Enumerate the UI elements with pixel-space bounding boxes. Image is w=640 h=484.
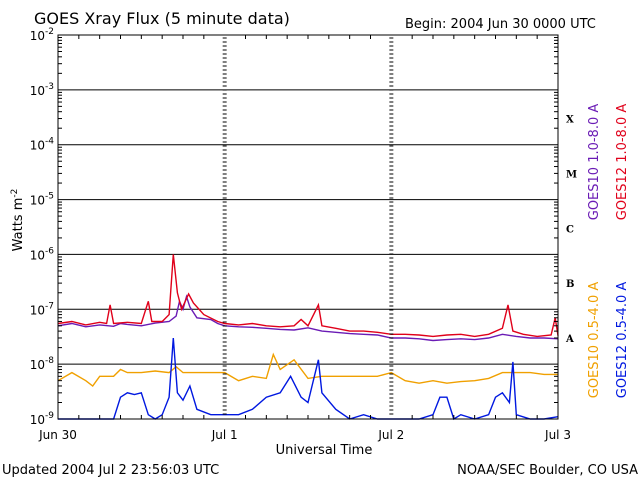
y-tick-label: 10-5 (30, 192, 54, 208)
flare-class-labels: X M C B A (565, 115, 577, 345)
chart-title: GOES Xray Flux (5 minute data) (34, 9, 290, 28)
y-tick-base: 10 (30, 303, 45, 317)
series-line-4 (58, 337, 559, 421)
y-tick-label: 10-4 (30, 137, 55, 153)
y-tick-exponent: -5 (45, 192, 54, 202)
y-axis-label-exponent: -2 (10, 189, 20, 198)
y-tick-exponent: -4 (45, 137, 54, 147)
y-tick-base: 10 (30, 248, 45, 262)
credit-label: NOAA/SEC Boulder, CO USA (457, 463, 638, 478)
y-tick-exponent: -6 (45, 246, 54, 256)
series-line-2 (57, 254, 559, 338)
y-tick-base: 10 (30, 194, 45, 208)
y-tick-base: 10 (30, 84, 45, 98)
y-tick-base: 10 (30, 358, 45, 372)
y-tick-base: 10 (30, 413, 45, 427)
legend-entry-3: GOES10 0.5-4.0 A (587, 282, 602, 399)
x-axis-label: Universal Time (276, 443, 373, 458)
x-tick-label: Jul 1 (211, 428, 238, 442)
flare-class-a: A (565, 334, 574, 345)
y-tick-label: 10-3 (30, 82, 54, 98)
legend-entry-4: GOES12 0.5-4.0 A (615, 282, 630, 399)
x-tick-label: Jun 30 (38, 428, 77, 442)
legend: GOES10 1.0-8.0 A GOES12 1.0-8.0 A GOES10 0… (587, 104, 630, 399)
y-tick-base: 10 (30, 29, 45, 43)
series-line-3 (57, 352, 558, 387)
y-tick-exponent: -8 (45, 356, 54, 366)
begin-time-label: Begin: 2004 Jun 30 0000 UTC (405, 17, 596, 32)
y-tick-exponent: -3 (45, 82, 54, 92)
y-tick-label: 10-2 (30, 27, 54, 43)
x-axis-ticks: Jun 30 Jul 1 Jul 2 Jul 3 (38, 35, 571, 442)
legend-entry-2: GOES12 1.0-8.0 A (615, 104, 630, 221)
flare-class-c: C (566, 224, 574, 235)
y-tick-exponent: -7 (45, 301, 54, 311)
y-tick-label: 10-8 (30, 356, 55, 372)
horizontal-gridlines (58, 34, 558, 420)
flare-class-b: B (566, 279, 574, 290)
y-tick-label: 10-9 (30, 411, 55, 427)
y-tick-exponent: -2 (45, 27, 54, 37)
x-tick-label: Jul 3 (544, 428, 571, 442)
updated-timestamp: Updated 2004 Jul 2 23:56:03 UTC (2, 463, 219, 478)
y-axis-label-text: Watts m (11, 198, 26, 252)
y-tick-base: 10 (30, 139, 45, 153)
x-tick-label: Jul 2 (377, 428, 404, 442)
y-axis-label: Watts m-2 (10, 189, 26, 252)
series-line-1 (57, 294, 559, 342)
y-tick-label: 10-7 (30, 301, 54, 317)
y-tick-exponent: -9 (45, 411, 54, 421)
flare-class-x: X (566, 115, 574, 126)
legend-entry-1: GOES10 1.0-8.0 A (587, 104, 602, 221)
series-layer (57, 254, 559, 421)
y-tick-label: 10-6 (30, 246, 55, 262)
y-axis-ticks: 10-210-310-410-510-610-710-810-9 (30, 27, 558, 427)
flare-class-m: M (566, 169, 577, 180)
